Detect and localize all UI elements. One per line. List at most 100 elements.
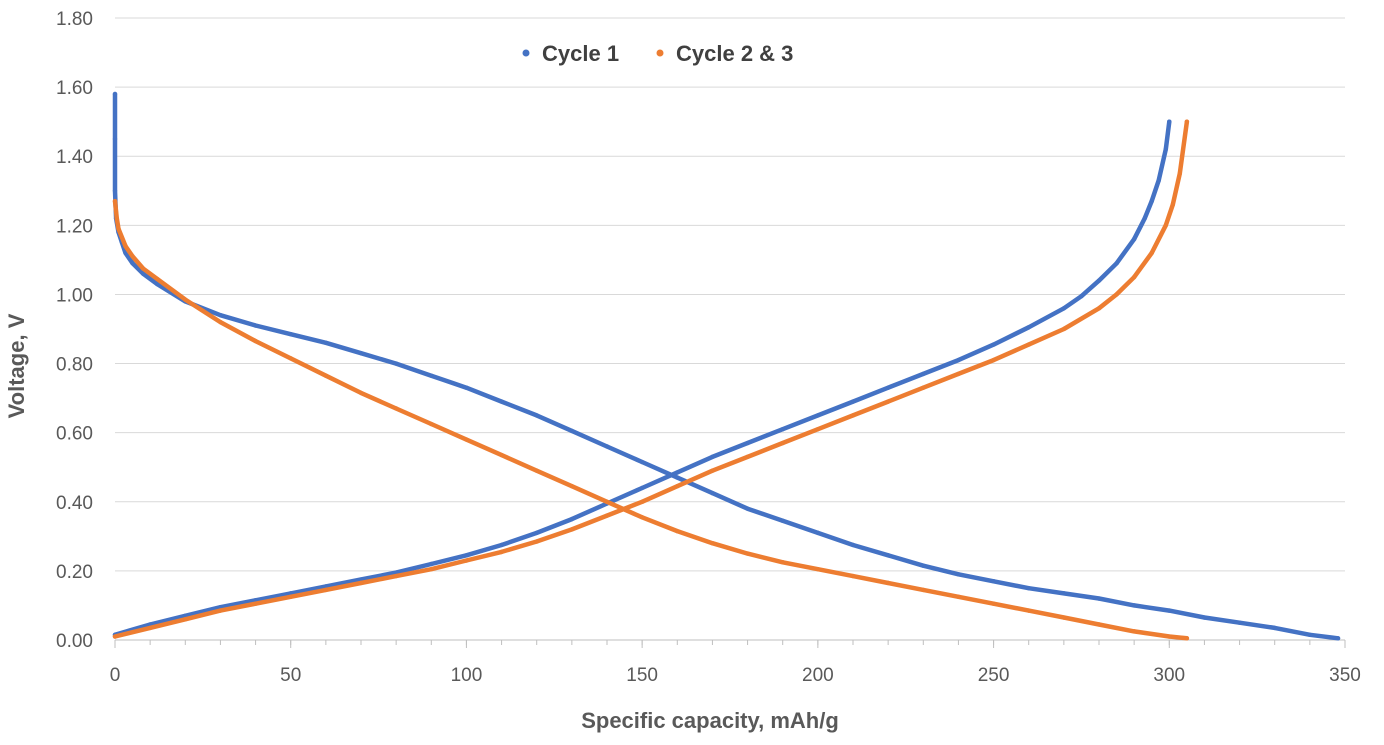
data-point (850, 542, 856, 548)
data-point (1149, 250, 1154, 256)
data-point (429, 373, 434, 378)
data-point (639, 459, 645, 465)
data-point (1184, 636, 1190, 641)
series-curve (112, 119, 1190, 639)
data-point (1163, 223, 1168, 228)
data-point (991, 579, 996, 584)
data-point (1131, 274, 1137, 280)
data-point (885, 580, 891, 586)
y-tick-label: 0.80 (56, 355, 93, 376)
data-point (1026, 608, 1031, 613)
data-point (1114, 292, 1119, 297)
data-point (815, 413, 821, 418)
data-point (1131, 629, 1137, 634)
data-point (534, 413, 539, 418)
legend-label: Cycle 2 & 3 (676, 41, 793, 66)
y-tick-label: 0.40 (56, 493, 93, 514)
data-point (569, 428, 575, 434)
data-point (710, 541, 715, 546)
data-point (991, 357, 996, 363)
data-point (429, 566, 434, 572)
data-point (885, 553, 891, 558)
data-point (1026, 342, 1031, 347)
plot-area (112, 91, 1341, 641)
y-tick-label: 1.80 (56, 9, 93, 30)
data-point (569, 484, 575, 489)
data-point (956, 594, 961, 600)
data-point (780, 427, 785, 432)
data-point (604, 444, 610, 449)
series-cycle-1 (112, 91, 1341, 641)
data-point (1237, 620, 1242, 625)
data-point (140, 271, 146, 276)
data-point (921, 385, 926, 390)
data-point (323, 340, 329, 346)
data-point (464, 385, 469, 390)
data-point (288, 331, 293, 337)
data-point (956, 572, 961, 577)
data-point (323, 373, 329, 378)
data-point (1167, 634, 1172, 639)
data-point (780, 518, 785, 523)
data-point (710, 468, 715, 473)
data-point (1307, 632, 1313, 638)
data-point (1167, 119, 1172, 124)
data-point (991, 342, 996, 347)
data-point (1335, 636, 1341, 641)
data-point (218, 608, 223, 613)
data-point (393, 573, 399, 579)
data-point (323, 587, 329, 593)
data-point (464, 558, 469, 563)
data-point (288, 356, 293, 361)
data-point (1131, 236, 1137, 242)
x-tick-label: 200 (802, 665, 834, 686)
data-point (429, 421, 434, 427)
data-point (499, 549, 504, 555)
data-point (499, 399, 504, 404)
data-point (710, 454, 715, 460)
data-point (1061, 306, 1067, 311)
data-point (921, 563, 926, 568)
data-point (464, 553, 469, 558)
data-point (956, 371, 961, 377)
data-point (123, 243, 128, 249)
data-point (675, 528, 680, 534)
data-point (710, 490, 715, 496)
series-curve (112, 91, 1341, 641)
data-point (130, 261, 135, 266)
data-point (123, 250, 128, 256)
data-point (112, 91, 118, 97)
data-point (1079, 293, 1084, 299)
data-point (1096, 622, 1102, 627)
data-point (921, 371, 926, 377)
data-point (956, 357, 961, 363)
data-point (675, 484, 680, 489)
series-curve (112, 198, 1190, 641)
x-tick-label: 50 (280, 665, 301, 686)
data-point (675, 475, 680, 480)
data-point (639, 515, 645, 520)
data-point (885, 385, 891, 390)
data-point (885, 399, 891, 404)
data-point (1156, 178, 1161, 183)
data-point (534, 530, 539, 536)
data-point (745, 440, 750, 446)
data-point (1170, 202, 1176, 207)
data-point (1026, 325, 1031, 330)
data-point (639, 499, 645, 504)
data-point (183, 297, 188, 302)
data-point (1061, 326, 1067, 332)
data-point (1096, 306, 1102, 311)
data-point (745, 551, 750, 556)
data-point (745, 454, 750, 460)
data-point (850, 399, 856, 404)
data-point (358, 580, 364, 586)
data-point (534, 468, 539, 473)
data-point (850, 413, 856, 418)
data-point (393, 406, 399, 411)
data-point (1202, 615, 1207, 620)
x-axis-title: Specific capacity, mAh/g (581, 708, 839, 733)
data-point (815, 427, 821, 432)
data-point (675, 470, 680, 475)
